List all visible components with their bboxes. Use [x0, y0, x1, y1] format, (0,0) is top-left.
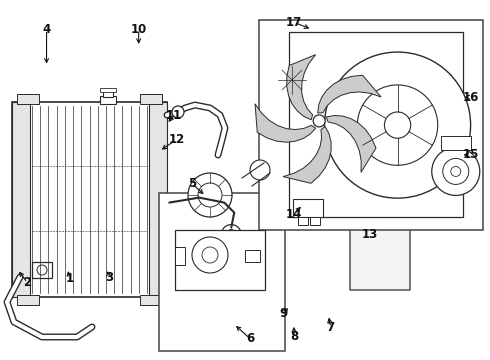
Bar [17, 295, 39, 305]
Bar [17, 94, 39, 104]
Text: 14: 14 [286, 208, 302, 221]
Bar [338, 62, 380, 97]
Circle shape [172, 106, 184, 118]
Circle shape [198, 183, 222, 207]
Text: 11: 11 [166, 109, 182, 122]
Bar [100, 96, 116, 104]
Polygon shape [326, 116, 376, 172]
Text: 6: 6 [246, 332, 254, 345]
Text: 12: 12 [168, 133, 185, 146]
Text: 2: 2 [24, 276, 31, 289]
Bar [140, 295, 162, 305]
Bar [12, 102, 167, 297]
Bar [365, 192, 393, 212]
Circle shape [192, 237, 228, 273]
Text: 4: 4 [43, 23, 50, 36]
Text: 1: 1 [66, 273, 74, 285]
Text: 17: 17 [286, 16, 302, 29]
Text: 7: 7 [327, 321, 335, 334]
Bar [175, 230, 265, 290]
Bar [149, 102, 167, 297]
Bar [298, 217, 308, 225]
Circle shape [357, 85, 438, 165]
Bar [32, 262, 52, 278]
Bar [289, 32, 463, 217]
Circle shape [278, 66, 306, 94]
Bar [310, 217, 320, 225]
Circle shape [385, 112, 411, 138]
Polygon shape [318, 75, 381, 113]
Bar [293, 199, 323, 217]
Circle shape [221, 225, 241, 244]
Circle shape [37, 265, 47, 275]
Bar [100, 88, 116, 92]
Text: 13: 13 [362, 228, 378, 240]
Bar [362, 188, 396, 194]
Bar [103, 90, 113, 97]
Text: 5: 5 [188, 177, 196, 190]
Bar [245, 250, 260, 262]
Bar [330, 70, 340, 88]
Bar [175, 247, 185, 265]
Text: 8: 8 [290, 330, 298, 343]
Bar [259, 20, 483, 230]
Circle shape [226, 230, 236, 240]
Text: 10: 10 [130, 23, 147, 36]
Circle shape [188, 173, 232, 217]
Circle shape [202, 247, 218, 263]
Text: 3: 3 [105, 271, 113, 284]
Circle shape [313, 115, 325, 127]
Polygon shape [350, 210, 410, 290]
Circle shape [250, 160, 270, 180]
Bar [159, 193, 285, 351]
Bar [140, 94, 162, 104]
Polygon shape [255, 104, 316, 142]
Circle shape [324, 52, 470, 198]
Circle shape [432, 148, 480, 195]
Text: 9: 9 [279, 307, 287, 320]
Circle shape [443, 158, 469, 184]
Polygon shape [287, 55, 316, 120]
Polygon shape [283, 126, 331, 183]
Text: 16: 16 [462, 91, 479, 104]
Circle shape [270, 58, 314, 102]
Text: 15: 15 [462, 148, 479, 161]
Bar [12, 102, 30, 297]
Bar [441, 136, 471, 150]
Bar [295, 28, 317, 76]
Circle shape [451, 166, 461, 176]
